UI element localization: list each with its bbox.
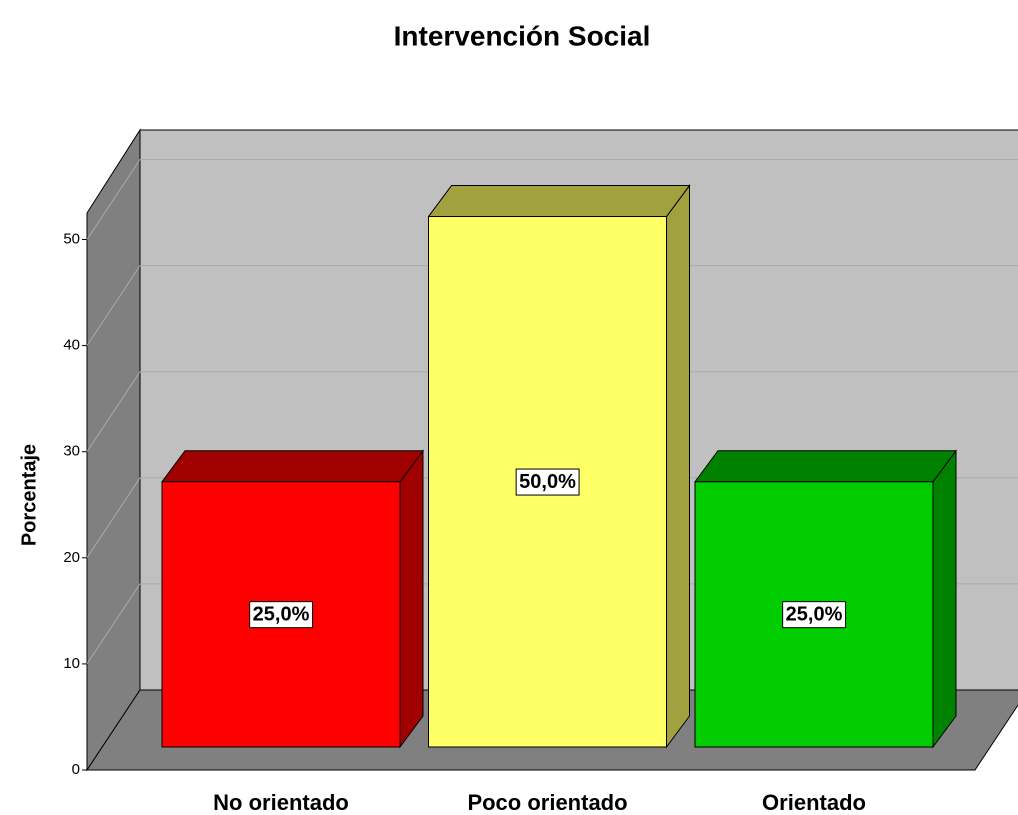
bar-side xyxy=(666,184,690,749)
y-axis-label: Porcentaje xyxy=(18,444,40,546)
bar-top xyxy=(161,450,424,483)
value-label-box xyxy=(515,468,580,496)
bar-top xyxy=(427,185,691,218)
chart-title: Intervención Social xyxy=(394,20,651,51)
bar-side xyxy=(399,449,424,749)
side-wall xyxy=(86,128,141,772)
x-tick-label: Orientado xyxy=(762,790,866,815)
y-tick-label: 20 xyxy=(63,549,80,566)
value-label-box xyxy=(249,601,314,629)
y-tick-label: 0 xyxy=(72,761,80,778)
grid-line xyxy=(86,477,141,559)
y-tick-label: 40 xyxy=(63,337,80,354)
grid-line xyxy=(86,371,141,452)
value-label: 25,0% xyxy=(786,604,843,626)
value-label: 25,0% xyxy=(253,604,310,626)
bar-side xyxy=(932,449,957,749)
grid-line xyxy=(86,583,141,665)
y-tick-label: 50 xyxy=(63,230,80,247)
grid-line xyxy=(86,159,141,240)
value-label-box xyxy=(782,601,847,629)
grid-line xyxy=(86,265,141,346)
y-tick-label: 10 xyxy=(63,655,80,672)
x-tick-label: Poco orientado xyxy=(467,790,627,815)
x-tick-label: No orientado xyxy=(213,790,349,815)
y-tick-label: 30 xyxy=(63,443,80,460)
bar-top xyxy=(694,450,957,483)
value-label: 50,0% xyxy=(519,471,576,493)
